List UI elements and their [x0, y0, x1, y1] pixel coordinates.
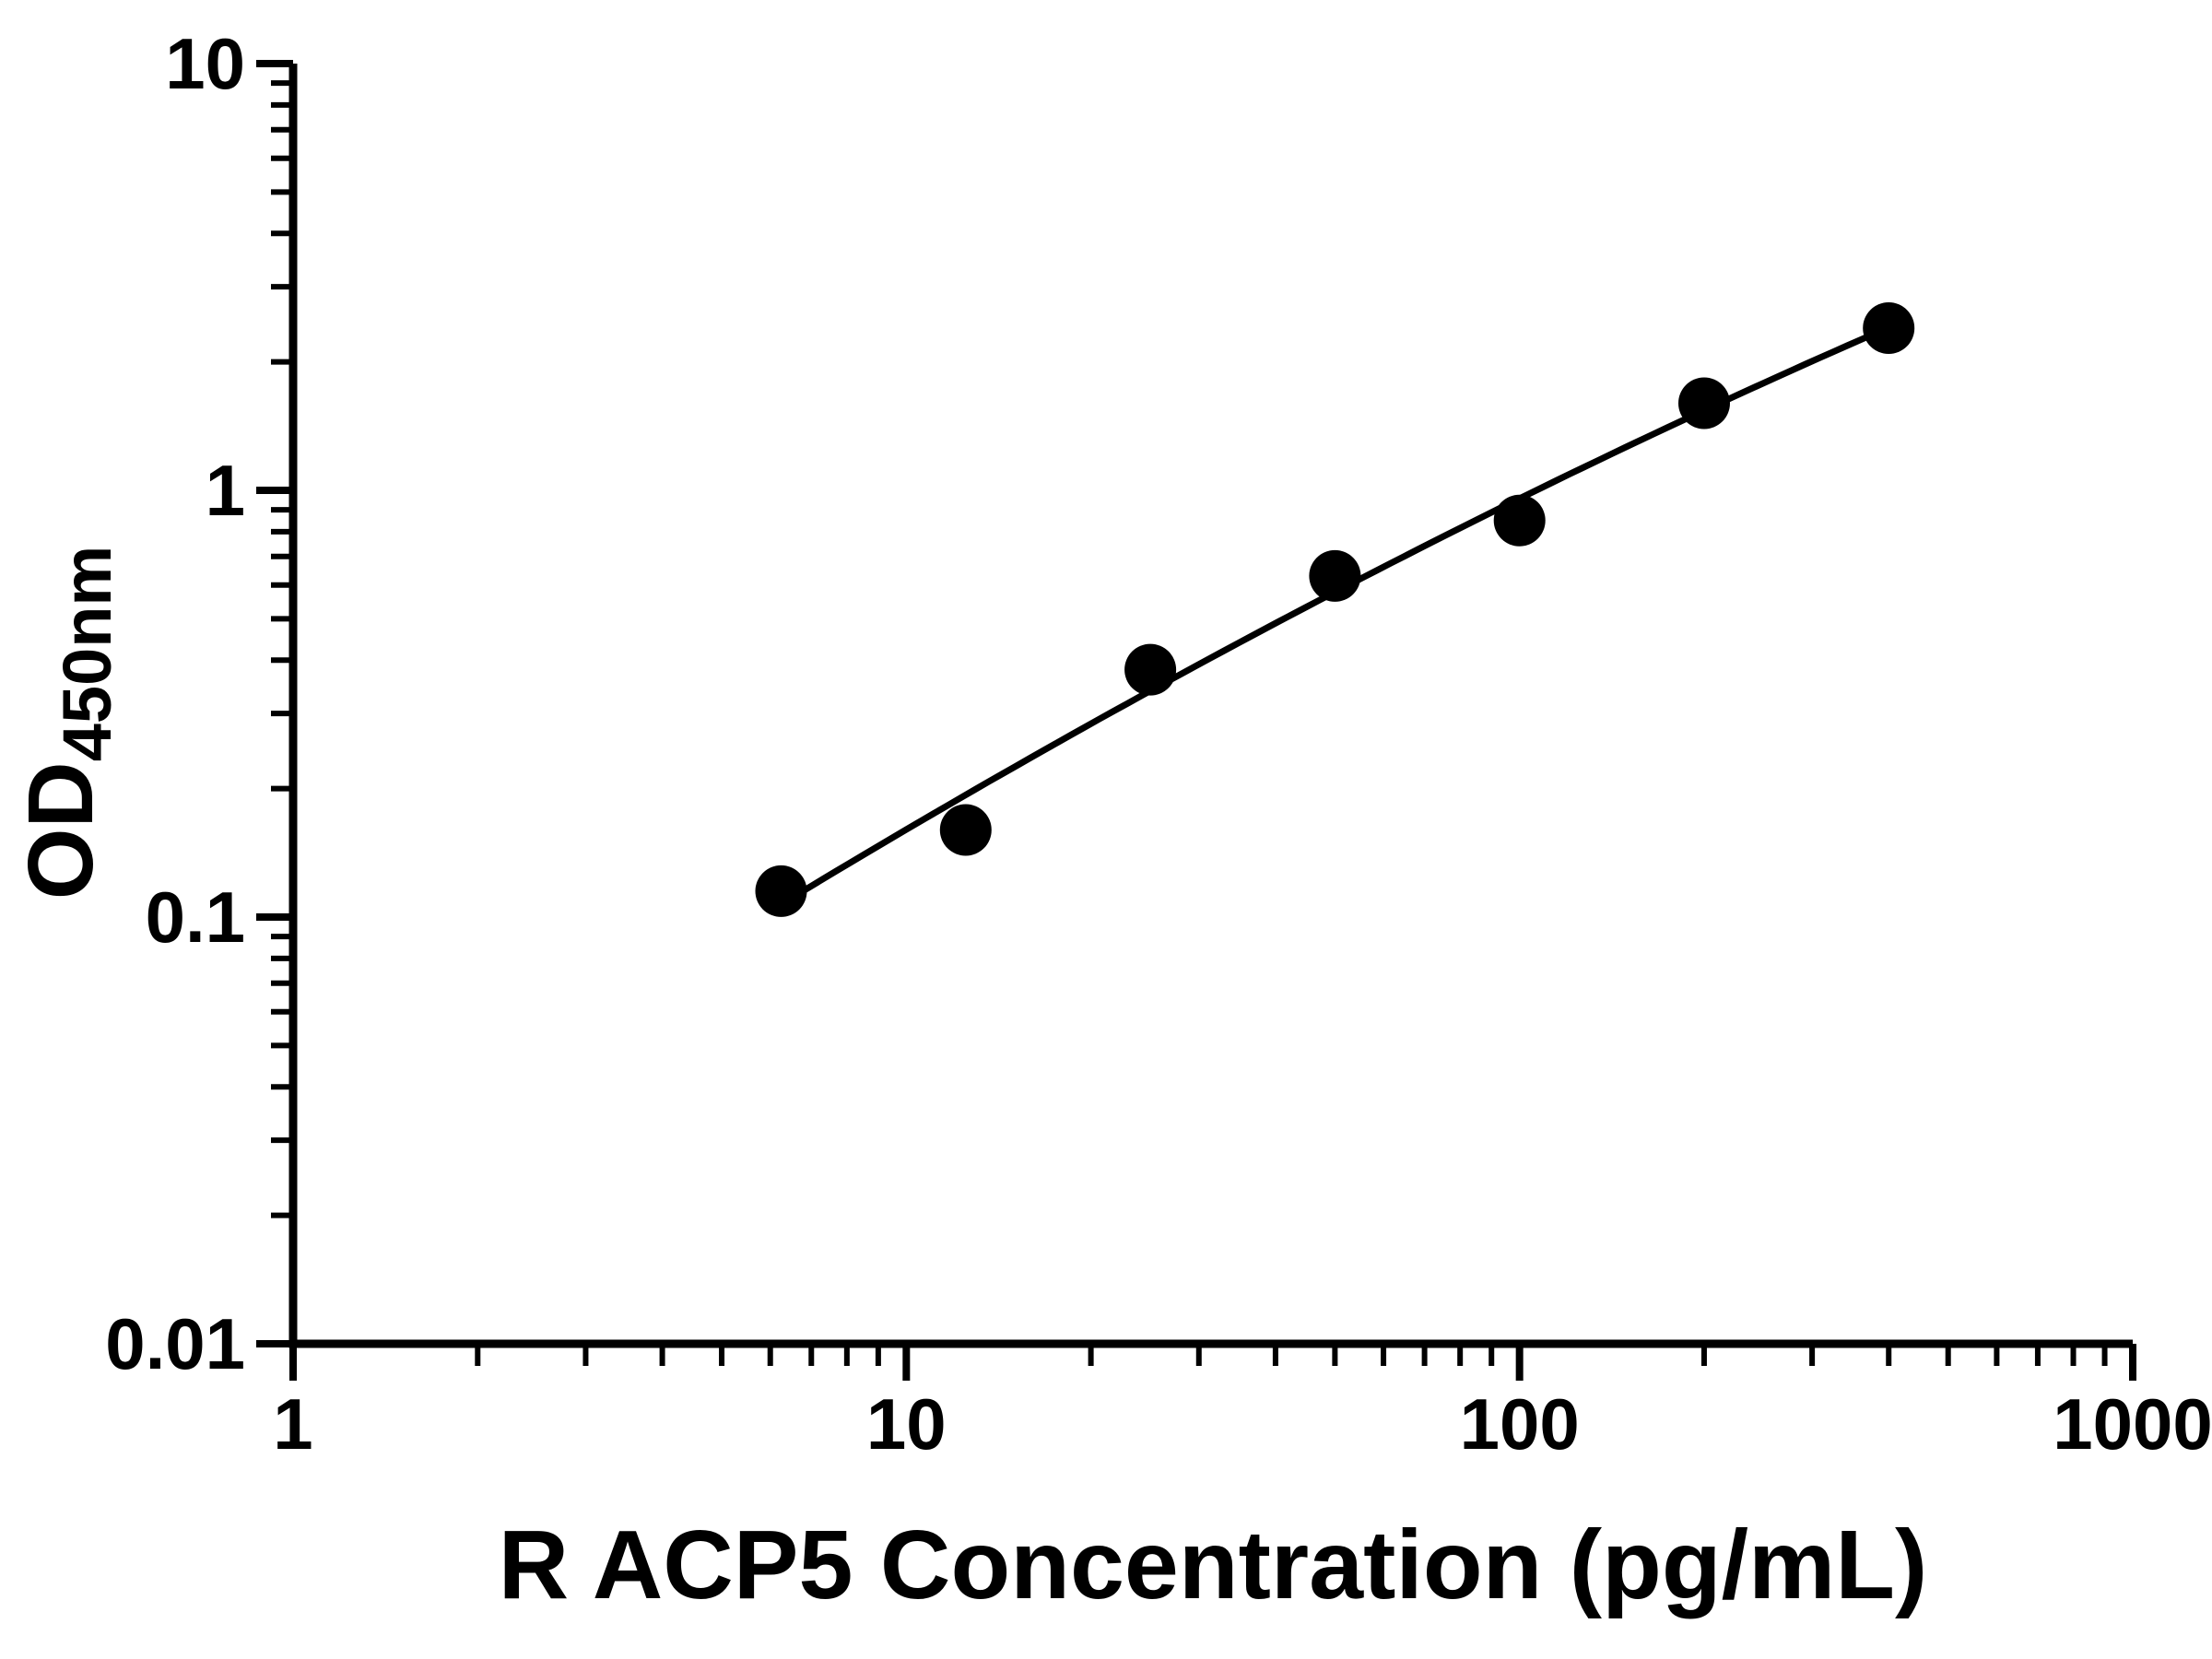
- y-axis-title: OD450nm: [9, 546, 125, 900]
- data-point: [1678, 377, 1730, 429]
- x-tick-label: 1000: [2053, 1383, 2212, 1465]
- data-point: [1124, 643, 1177, 696]
- x-tick-label: 1: [273, 1383, 312, 1465]
- data-point: [755, 865, 807, 917]
- y-tick-labels: 0.01 0.1 1 10: [105, 23, 245, 1384]
- y-axis-title-main: OD: [9, 761, 112, 900]
- data-point: [1863, 302, 1915, 354]
- x-axis-title: R ACP5 Concentration (pg/mL): [499, 1511, 1928, 1619]
- data-point: [939, 804, 992, 856]
- y-tick-label: 0.1: [146, 877, 245, 958]
- major-ticks: [256, 60, 2136, 1381]
- minor-ticks: [271, 80, 2108, 1366]
- x-tick-label: 10: [866, 1383, 947, 1465]
- data-points: [755, 302, 1915, 917]
- y-tick-label: 1: [206, 450, 245, 531]
- y-axis-title-subscript: 450nm: [49, 546, 125, 761]
- x-tick-label: 100: [1460, 1383, 1580, 1465]
- y-tick-label: 0.01: [105, 1303, 245, 1384]
- data-point: [1309, 549, 1361, 602]
- y-tick-label: 10: [165, 23, 245, 104]
- data-point: [1493, 494, 1546, 547]
- axis-spines: [288, 64, 2133, 1348]
- x-tick-labels: 1 10 100 1000: [273, 1383, 2212, 1465]
